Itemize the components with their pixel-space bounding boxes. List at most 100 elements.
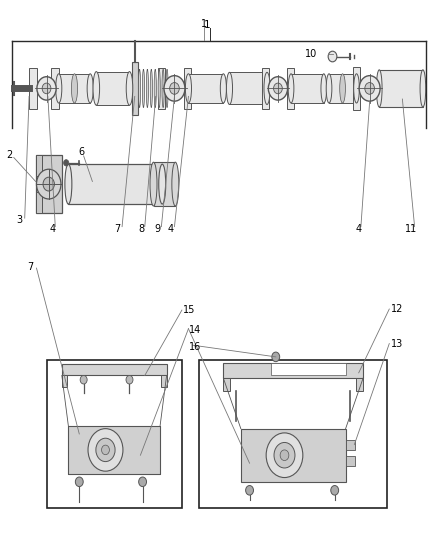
Ellipse shape — [226, 72, 233, 104]
Circle shape — [328, 51, 337, 62]
Circle shape — [96, 438, 115, 462]
Ellipse shape — [158, 69, 160, 108]
Ellipse shape — [146, 69, 148, 108]
Circle shape — [246, 486, 254, 495]
Ellipse shape — [71, 74, 78, 103]
Ellipse shape — [326, 74, 332, 103]
Bar — [59, 74, 90, 103]
Text: 3: 3 — [16, 215, 22, 225]
Circle shape — [64, 160, 69, 166]
Text: 13: 13 — [391, 338, 403, 349]
Circle shape — [37, 77, 56, 100]
Bar — [161, 375, 166, 387]
Bar — [287, 68, 293, 109]
Circle shape — [164, 76, 185, 101]
Bar — [158, 68, 165, 109]
Bar — [68, 426, 160, 474]
Circle shape — [42, 83, 51, 94]
Ellipse shape — [142, 69, 145, 108]
Text: 7: 7 — [27, 262, 34, 271]
Bar — [68, 164, 162, 204]
Circle shape — [359, 76, 380, 101]
Bar — [188, 74, 223, 103]
Circle shape — [280, 450, 289, 461]
Circle shape — [331, 486, 339, 495]
Circle shape — [272, 352, 280, 362]
Ellipse shape — [354, 74, 359, 103]
Bar — [223, 364, 363, 378]
Bar — [353, 67, 360, 110]
Ellipse shape — [154, 69, 156, 108]
Circle shape — [365, 83, 374, 94]
Bar — [356, 378, 363, 391]
Ellipse shape — [376, 70, 382, 107]
Bar — [241, 429, 346, 482]
Ellipse shape — [93, 71, 99, 105]
Ellipse shape — [166, 69, 168, 108]
Bar — [62, 375, 67, 387]
Circle shape — [80, 375, 87, 384]
Text: 16: 16 — [189, 342, 201, 352]
Text: 15: 15 — [183, 305, 196, 315]
Ellipse shape — [264, 72, 270, 104]
Ellipse shape — [87, 74, 93, 103]
Bar — [62, 364, 166, 375]
Text: 8: 8 — [138, 224, 145, 235]
Bar — [346, 456, 355, 466]
Bar — [329, 74, 357, 103]
Circle shape — [266, 433, 303, 478]
Circle shape — [126, 375, 133, 384]
Text: 4: 4 — [49, 224, 55, 235]
Text: 4: 4 — [356, 224, 362, 235]
Bar — [35, 155, 42, 176]
Bar — [96, 71, 130, 105]
Text: 1: 1 — [204, 20, 210, 30]
Circle shape — [43, 177, 54, 191]
Ellipse shape — [138, 69, 141, 108]
Bar — [199, 360, 387, 508]
Circle shape — [274, 83, 283, 94]
Bar — [262, 68, 269, 109]
Text: 10: 10 — [305, 49, 318, 59]
Bar — [51, 68, 59, 109]
Ellipse shape — [56, 74, 62, 103]
Bar — [35, 155, 62, 213]
Ellipse shape — [321, 74, 327, 103]
Bar — [184, 68, 191, 109]
Ellipse shape — [150, 162, 157, 206]
Text: 9: 9 — [155, 224, 161, 235]
Bar — [346, 440, 355, 450]
Circle shape — [75, 477, 83, 487]
Text: 14: 14 — [189, 325, 201, 335]
Bar — [230, 72, 267, 104]
Ellipse shape — [65, 164, 72, 204]
Ellipse shape — [185, 74, 191, 103]
Text: 7: 7 — [115, 224, 121, 235]
Text: 2: 2 — [6, 150, 13, 160]
Circle shape — [88, 429, 123, 471]
Bar — [153, 162, 175, 206]
Ellipse shape — [159, 164, 166, 204]
Circle shape — [170, 83, 179, 94]
Ellipse shape — [126, 71, 133, 105]
Bar — [46, 360, 182, 508]
Ellipse shape — [172, 162, 179, 206]
Bar — [379, 70, 423, 107]
Text: 4: 4 — [168, 224, 174, 235]
Circle shape — [36, 169, 61, 199]
Bar — [132, 62, 138, 115]
Bar — [272, 364, 346, 375]
Ellipse shape — [162, 69, 164, 108]
Bar — [29, 68, 37, 109]
Circle shape — [268, 77, 288, 100]
Text: 12: 12 — [391, 304, 403, 314]
Ellipse shape — [150, 69, 152, 108]
Text: 11: 11 — [406, 224, 418, 235]
Ellipse shape — [340, 74, 346, 103]
Text: 1: 1 — [201, 19, 207, 29]
Circle shape — [102, 445, 110, 455]
Text: 6: 6 — [78, 147, 85, 157]
Bar — [223, 378, 230, 391]
Circle shape — [274, 442, 295, 468]
Bar — [35, 192, 42, 213]
